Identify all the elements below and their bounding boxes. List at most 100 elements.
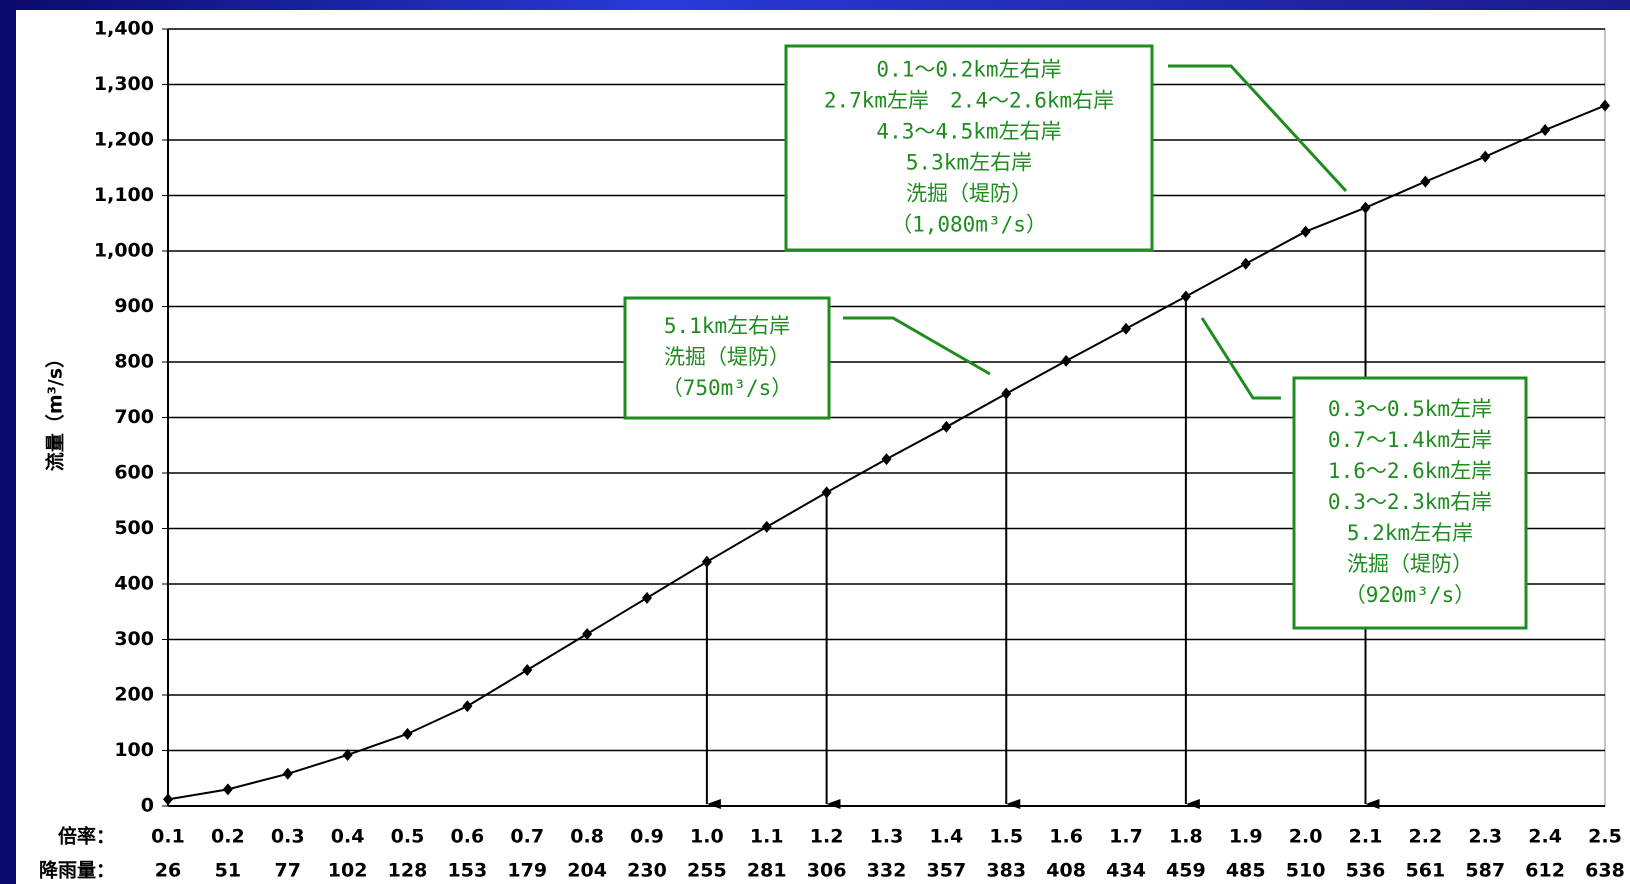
annotation-box [623, 296, 831, 420]
rainfall-label: 612 [1525, 860, 1565, 882]
y-tick-label: 300 [114, 628, 154, 650]
rainfall-label: 332 [867, 860, 907, 882]
point [1600, 99, 1610, 112]
x-tick-label: 0.4 [331, 826, 365, 848]
rainfall-label: 255 [687, 860, 727, 882]
rainfall-label: 383 [986, 860, 1026, 882]
x-tick-label: 0.3 [271, 826, 305, 848]
point [1180, 290, 1191, 303]
rainfall-label: 230 [627, 860, 667, 882]
rainfall-label: 102 [328, 860, 368, 882]
rainfall-label: 408 [1046, 860, 1086, 882]
x-tick-label: 1.1 [750, 826, 784, 848]
y-axis-label: 流量（m³/s） [44, 349, 67, 471]
rainfall-label: 128 [388, 860, 428, 882]
rainfall-label: 77 [275, 860, 301, 882]
rainfall-label: 179 [507, 860, 547, 882]
point [282, 767, 293, 780]
annotation-text: 0.3～0.5km左岸 [1328, 397, 1492, 421]
x-tick-label: 1.2 [810, 826, 844, 848]
annotation-text: 0.7～1.4km左岸 [1328, 428, 1492, 452]
rainfall-label: 51 [215, 860, 241, 882]
point [1360, 201, 1371, 214]
point [1420, 175, 1431, 188]
y-tick-label: 100 [114, 739, 154, 761]
point [761, 520, 772, 533]
point [582, 627, 593, 640]
annotation-text: 0.1～0.2km左右岸 [876, 58, 1061, 82]
row-label: 倍率： [58, 825, 115, 848]
y-tick-label: 500 [114, 517, 154, 539]
y-tick-label: 400 [114, 573, 154, 595]
annotation-text: 洗掘（堤防） [906, 182, 1032, 206]
point [1001, 387, 1012, 400]
point [222, 783, 233, 796]
annotation-text: （750m³/s） [662, 376, 793, 400]
x-tick-label: 2.5 [1588, 826, 1622, 848]
row-label: 降雨量： [39, 859, 115, 882]
y-tick-label: 1,100 [94, 184, 154, 206]
y-tick-label: 1,200 [94, 129, 154, 151]
annotation-text: 5.3km左右岸 [906, 151, 1032, 175]
rainfall-label: 561 [1406, 860, 1446, 882]
annotation-text: 5.2km左右岸 [1347, 521, 1473, 545]
rainfall-label: 587 [1465, 860, 1505, 882]
x-tick-label: 2.0 [1289, 826, 1323, 848]
point [881, 453, 892, 466]
annotation-text: 洗掘（堤防） [664, 345, 790, 369]
x-tick-label: 0.2 [211, 826, 245, 848]
connector [1200, 317, 1281, 400]
x-tick-label: 2.3 [1468, 826, 1502, 848]
x-tick-label: 1.3 [870, 826, 904, 848]
y-tick-label: 700 [114, 406, 154, 428]
point [642, 591, 652, 604]
annotation-text: 0.3～2.3km右岸 [1328, 490, 1492, 514]
x-tick-label: 0.1 [151, 826, 185, 848]
rainfall-label: 536 [1346, 860, 1386, 882]
x-tick-label: 2.1 [1349, 826, 1383, 848]
annotation-text: （1,080m³/s） [891, 213, 1047, 237]
x-tick-label: 1.8 [1169, 826, 1203, 848]
point [941, 420, 952, 433]
x-tick-label: 0.5 [391, 826, 425, 848]
point [1540, 124, 1551, 137]
rainfall-label: 459 [1166, 860, 1206, 882]
connector [1168, 64, 1348, 193]
rainfall-label: 434 [1106, 860, 1146, 882]
y-tick-label: 600 [114, 462, 154, 484]
y-tick-label: 200 [114, 684, 154, 706]
rainfall-label: 357 [927, 860, 967, 882]
annotation-text: 1.6～2.6km左岸 [1328, 459, 1492, 483]
point [462, 700, 473, 713]
y-tick-label: 1,400 [94, 18, 154, 40]
annotation-text: 4.3～4.5km左右岸 [876, 120, 1061, 144]
x-tick-label: 2.4 [1528, 826, 1562, 848]
point [163, 793, 173, 806]
y-tick-label: 800 [114, 351, 154, 373]
annotation-box [784, 44, 1154, 252]
rainfall-label: 204 [567, 860, 607, 882]
point [1480, 150, 1491, 163]
x-tick-label: 1.9 [1229, 826, 1263, 848]
point [402, 727, 413, 740]
point [1300, 225, 1311, 238]
x-tick-label: 1.4 [930, 826, 964, 848]
y-tick-label: 0 [141, 795, 154, 817]
annotation-text: （920m³/s） [1345, 583, 1476, 607]
x-tick-label: 1.5 [989, 826, 1023, 848]
point [1240, 257, 1251, 270]
annotation-text: 5.1km左右岸 [664, 314, 790, 338]
point [522, 664, 533, 677]
y-tick-label: 1,300 [94, 73, 154, 95]
point [821, 486, 832, 499]
rainfall-label: 281 [747, 860, 787, 882]
y-tick-label: 900 [114, 295, 154, 317]
point [342, 748, 353, 761]
rainfall-label: 306 [807, 860, 847, 882]
x-tick-label: 1.6 [1049, 826, 1083, 848]
x-tick-label: 1.0 [690, 826, 724, 848]
annotation-text: 2.7km左岸 2.4～2.6km右岸 [824, 89, 1114, 113]
x-tick-label: 0.9 [630, 826, 664, 848]
